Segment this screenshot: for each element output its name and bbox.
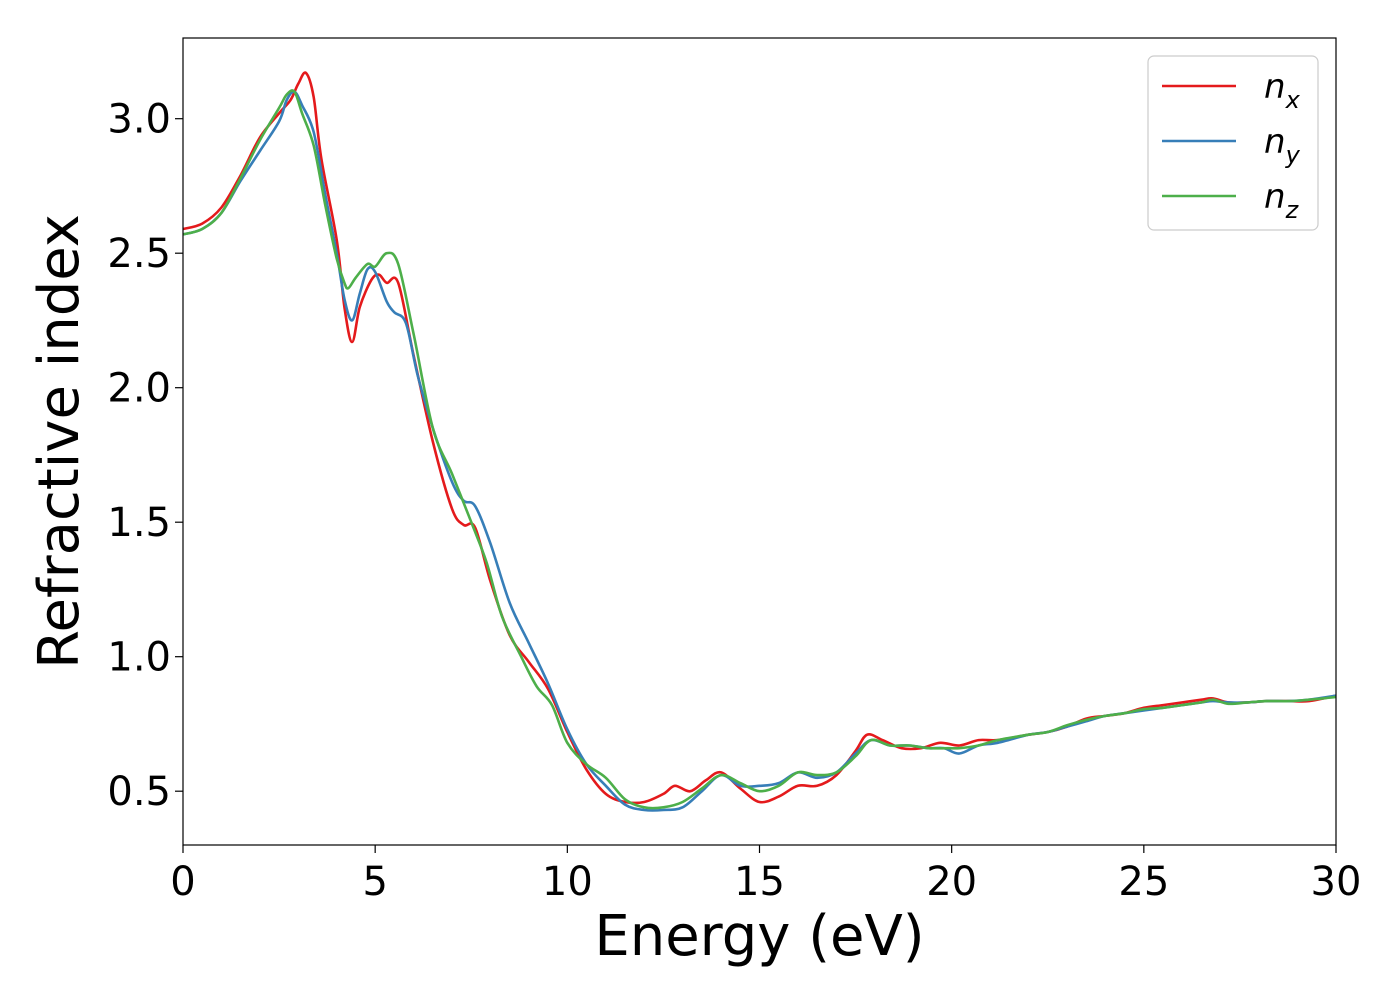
legend: nx ny nz xyxy=(1147,55,1319,231)
x-tick-label: 25 xyxy=(1118,859,1169,905)
x-tick-label: 20 xyxy=(926,859,977,905)
y-tick-label: 2.0 xyxy=(107,366,171,412)
x-axis-title: Energy (eV) xyxy=(594,904,924,969)
series-line-z xyxy=(182,89,1337,810)
y-tick-label: 2.5 xyxy=(107,231,171,277)
series-layer xyxy=(182,71,1337,812)
x-tick-label: 10 xyxy=(542,859,593,905)
y-tick-label: 0.5 xyxy=(107,769,171,815)
y-axis-title: Refractive index xyxy=(27,214,92,669)
legend-label-z: nz xyxy=(1264,177,1300,224)
legend-box xyxy=(1147,55,1319,231)
x-tick-label: 5 xyxy=(362,859,387,905)
x-tick-label: 15 xyxy=(734,859,785,905)
y-tick-label: 1.5 xyxy=(107,500,171,546)
legend-label-y: ny xyxy=(1264,122,1301,169)
y-axis: 0.5 1.0 1.5 2.0 2.5 3.0 xyxy=(107,97,183,815)
x-tick-label: 0 xyxy=(170,859,195,905)
x-tick-label: 30 xyxy=(1311,859,1362,905)
legend-label-x: nx xyxy=(1264,67,1301,114)
y-tick-label: 3.0 xyxy=(107,97,171,143)
x-axis: 0 5 10 15 20 25 30 xyxy=(170,845,1361,905)
y-tick-label: 1.0 xyxy=(107,635,171,681)
